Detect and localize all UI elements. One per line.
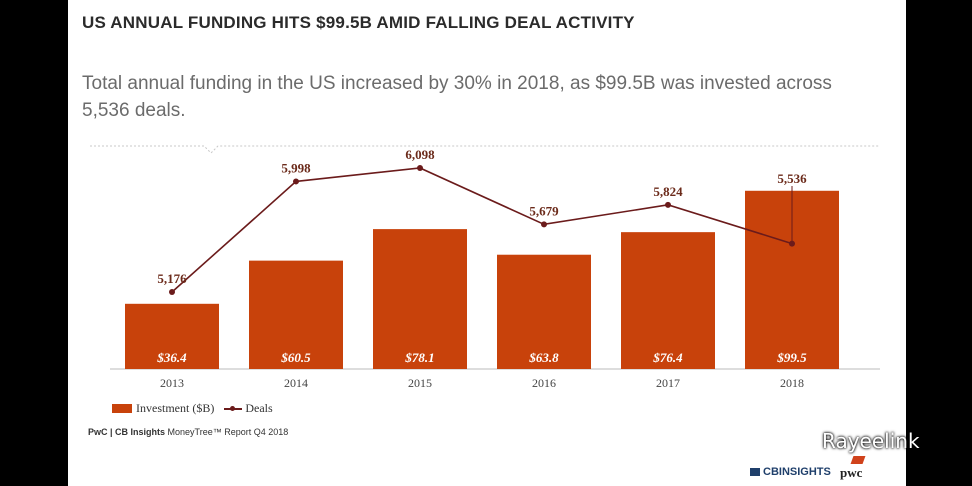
source-brand: PwC | CB Insights — [88, 427, 166, 437]
bar-value-label-2013: $36.4 — [156, 350, 187, 365]
bar-2017 — [621, 232, 715, 369]
bar-value-label-2016: $63.8 — [528, 350, 559, 365]
cbinsights-logo-text: CBINSIGHTS — [763, 466, 831, 478]
legend-deals-line — [224, 404, 243, 413]
bar-value-label-2018: $99.5 — [776, 350, 807, 365]
source-note: PwC | CB Insights MoneyTree™ Report Q4 2… — [88, 427, 288, 437]
subtitle-divider — [90, 145, 880, 154]
chart-panel: US ANNUAL FUNDING HITS $99.5B AMID FALLI… — [68, 0, 906, 486]
bar-value-label-2017: $76.4 — [652, 350, 683, 365]
x-tick-label-2015: 2015 — [408, 376, 432, 390]
watermark: Rayeelink — [780, 428, 920, 454]
legend-investment-swatch — [112, 404, 132, 413]
bar-2013 — [125, 303, 219, 369]
x-tick-label-2013: 2013 — [160, 376, 184, 390]
cbinsights-logo: CBINSIGHTS — [750, 466, 831, 478]
legend: Investment ($B) Deals — [112, 401, 273, 416]
deals-point-2017 — [665, 201, 671, 208]
deals-value-label-2014: 5,998 — [281, 160, 311, 175]
cbinsights-mark-icon — [750, 468, 760, 476]
bar-value-label-2015: $78.1 — [404, 350, 434, 365]
pwc-logo: pwc — [838, 454, 868, 482]
deals-line — [171, 167, 793, 293]
deals-value-label-2015: 6,098 — [405, 147, 435, 162]
x-tick-label-2016: 2016 — [532, 376, 556, 390]
bar-2015 — [373, 229, 467, 369]
bar-2016 — [497, 254, 591, 369]
deals-value-label-2018: 5,536 — [777, 171, 807, 186]
legend-investment-label: Investment ($B) — [136, 401, 215, 415]
deals-value-label-2013: 5,176 — [157, 271, 187, 286]
deals-point-2013 — [169, 289, 175, 295]
legend-deals-label: Deals — [245, 401, 273, 415]
deals-point-2018 — [789, 240, 795, 247]
deals-value-label-2017: 5,824 — [653, 184, 683, 199]
deals-point-2015 — [417, 164, 423, 171]
chart-title: US ANNUAL FUNDING HITS $99.5B AMID FALLI… — [82, 13, 635, 32]
source-text: MoneyTree™ Report Q4 2018 — [165, 427, 289, 437]
deals-value-label-2016: 5,679 — [529, 203, 559, 218]
x-tick-label-2018: 2018 — [780, 376, 804, 390]
bar-2014 — [249, 260, 343, 369]
pwc-mark-icon — [850, 456, 866, 464]
watermark-text: Rayeelink — [822, 429, 920, 453]
x-tick-label-2014: 2014 — [284, 376, 308, 390]
deals-point-2014 — [293, 178, 299, 185]
pwc-logo-text: pwc — [840, 465, 863, 480]
deals-point-2016 — [541, 221, 547, 228]
chart-subtitle: Total annual funding in the US increased… — [82, 73, 832, 121]
bar-value-label-2014: $60.5 — [280, 350, 311, 365]
wechat-icon — [781, 429, 813, 453]
x-tick-label-2017: 2017 — [656, 376, 680, 390]
chart-svg: $36.4 $60.5 $78.1 $63.8 $76.4 $99.5 2013 2014 2… — [90, 145, 880, 390]
